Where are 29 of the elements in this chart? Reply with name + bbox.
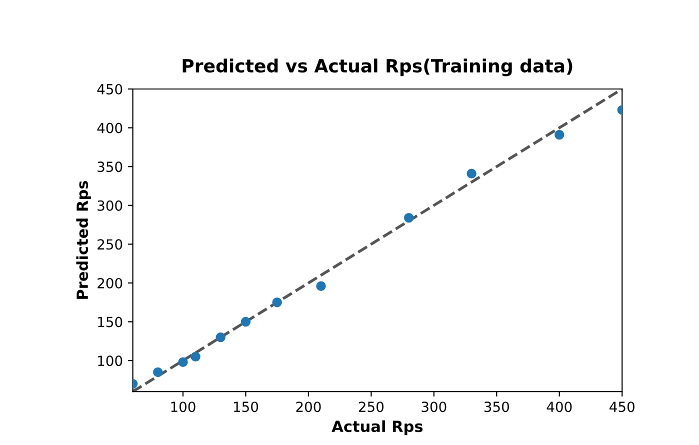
x-tick-label: 250 (358, 402, 384, 412)
chart-title: Predicted vs Actual Rps(Training data) (182, 58, 572, 76)
y-axis-title: Predicted Rps (76, 181, 92, 299)
x-axis-title: Actual Rps (332, 420, 423, 436)
point (316, 281, 326, 291)
point (153, 367, 163, 378)
y-tick-label: 450 (97, 84, 122, 94)
point (240, 316, 251, 327)
y-tick-label: 350 (98, 162, 122, 172)
x-tick-label: 350 (484, 402, 509, 412)
x-tick-label: 100 (171, 402, 196, 412)
point (190, 352, 200, 362)
y-tick-label: 100 (98, 356, 122, 366)
x-tick-label: 450 (610, 402, 634, 412)
point (404, 212, 414, 223)
y-tick-label: 250 (98, 239, 122, 250)
point (466, 168, 476, 178)
y-tick-label: 150 (98, 316, 122, 328)
point (272, 298, 282, 308)
y-tick-label: 400 (97, 122, 122, 134)
y-tick-label: 300 (98, 200, 122, 211)
x-tick-label: 400 (546, 402, 572, 412)
point (216, 332, 226, 342)
point (554, 130, 564, 140)
point (178, 357, 188, 367)
x-tick-label: 200 (296, 402, 321, 412)
y-tick-label: 200 (98, 278, 122, 288)
x-tick-label: 150 (234, 402, 258, 412)
x-tick-label: 300 (422, 402, 446, 412)
